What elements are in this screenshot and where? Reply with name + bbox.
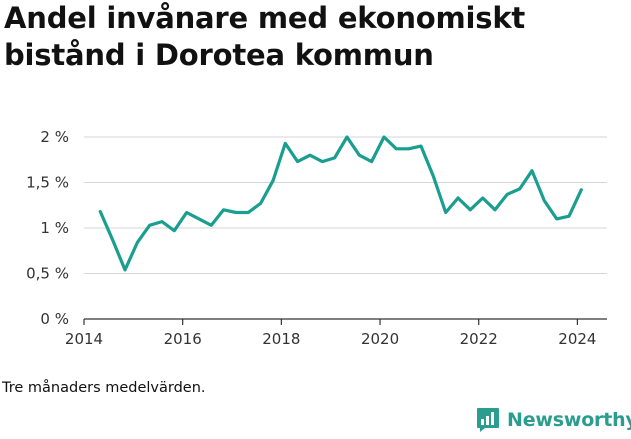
y-tick-label: 2 % <box>40 128 69 146</box>
y-tick-label: 1,5 % <box>26 174 69 192</box>
gridlines <box>84 136 607 320</box>
x-tick-label: 2020 <box>361 330 399 348</box>
x-tick-label: 2016 <box>164 330 202 348</box>
chart-title: Andel invånare med ekonomiskt bistånd i … <box>4 1 526 72</box>
x-tick-label: 2014 <box>65 330 103 348</box>
brand-name: Newsworthy <box>507 409 631 431</box>
x-tick-label: 2022 <box>460 330 498 348</box>
newsworthy-logo-icon <box>477 408 499 432</box>
x-tick-label: 2024 <box>558 330 596 348</box>
y-tick-label: 0 % <box>40 310 69 328</box>
axes: 0 % 0,5 % 1 % 1,5 % 2 % 2014 2016 2018 2020 2022 2… <box>26 128 596 348</box>
x-tick-label: 2018 <box>262 330 300 348</box>
series-layer <box>98 135 583 272</box>
brand-logo: Newsworthy <box>476 407 631 433</box>
footnote: Tre månaders medelvärden. <box>2 380 206 396</box>
y-tick-label: 0,5 % <box>26 265 69 283</box>
y-tick-label: 1 % <box>40 219 69 237</box>
series-line <box>98 135 583 272</box>
